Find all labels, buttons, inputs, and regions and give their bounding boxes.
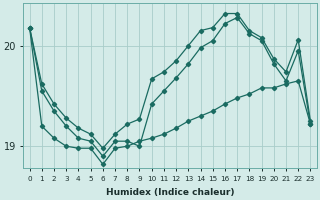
X-axis label: Humidex (Indice chaleur): Humidex (Indice chaleur) [106, 188, 234, 197]
